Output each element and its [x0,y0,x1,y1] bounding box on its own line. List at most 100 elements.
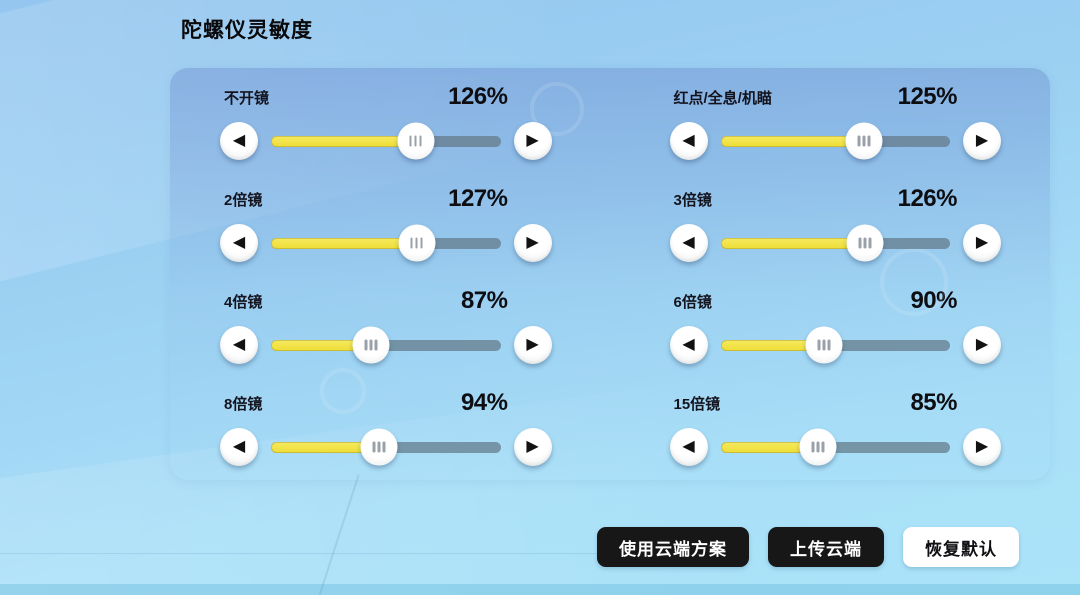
right-arrow-icon: ▶ [975,438,989,455]
decrease-button[interactable]: ◀ [669,224,708,262]
decrease-button[interactable]: ◀ [220,326,258,364]
increase-button[interactable]: ▶ [513,224,552,262]
use-cloud-plan-button[interactable]: 使用云端方案 [597,527,749,567]
slider-thumb[interactable] [397,122,435,160]
decrease-button[interactable]: ◀ [220,122,258,160]
slider-track[interactable] [720,326,950,364]
slider-value: 85% [910,389,957,416]
right-arrow-icon: ▶ [526,234,539,251]
slider-row-4x-scope: 4倍镜 87% ◀ ▶ [220,276,552,378]
slider-label: 红点/全息/机瞄 [673,89,772,107]
left-arrow-icon: ◀ [682,132,695,149]
slider-label: 4倍镜 [224,293,263,311]
slider-value: 87% [460,287,508,314]
left-arrow-icon: ◀ [682,336,695,353]
slider-label: 2倍镜 [224,191,263,209]
slider-row-no-scope: 不开镜 126% ◀ ▶ [220,72,552,174]
slider-fill [720,339,824,351]
right-arrow-icon: ▶ [975,234,989,251]
slider-fill [720,237,866,249]
right-arrow-icon: ▶ [526,132,539,149]
left-arrow-icon: ◀ [232,336,246,353]
slider-value: 94% [460,389,508,416]
slider-track[interactable] [271,428,501,466]
left-arrow-icon: ◀ [232,234,246,251]
slider-column-right: 红点/全息/机瞄 125% ◀ ▶ 3倍镜 126% [669,72,1001,480]
slider-track[interactable] [720,122,950,160]
grip-icon [409,135,422,147]
slider-track[interactable] [271,326,501,364]
grip-icon [857,135,871,147]
decrease-button[interactable]: ◀ [220,224,258,262]
slider-track[interactable] [720,224,950,262]
increase-button[interactable]: ▶ [513,122,552,160]
left-arrow-icon: ◀ [232,438,246,455]
decrease-button[interactable]: ◀ [669,428,708,466]
slider-row-2x-scope: 2倍镜 127% ◀ ▶ [220,174,552,276]
slider-label: 15倍镜 [673,395,721,413]
grip-icon [410,237,423,249]
slider-value: 125% [897,83,958,110]
increase-button[interactable]: ▶ [963,326,1001,364]
slider-row-15x-scope: 15倍镜 85% ◀ ▶ [669,378,1001,480]
slider-fill [720,135,864,147]
increase-button[interactable]: ▶ [513,428,552,466]
sensitivity-panel: 不开镜 126% ◀ ▶ 2倍镜 127% ◀ [170,68,1050,480]
left-arrow-icon: ◀ [232,132,246,149]
right-arrow-icon: ▶ [526,438,539,455]
slider-thumb[interactable] [805,326,843,364]
increase-button[interactable]: ▶ [963,224,1001,262]
page-title: 陀螺仪灵敏度 [181,19,313,42]
grip-icon [811,441,825,453]
increase-button[interactable]: ▶ [963,428,1001,466]
slider-thumb[interactable] [846,224,884,262]
slider-value: 90% [910,287,957,314]
upload-cloud-button[interactable]: 上传云端 [768,527,884,567]
slider-fill [720,441,819,453]
slider-value: 126% [448,83,508,110]
increase-button[interactable]: ▶ [963,122,1001,160]
slider-label: 6倍镜 [673,293,712,311]
slider-track[interactable] [271,224,501,262]
grip-icon [372,441,386,453]
decrease-button[interactable]: ◀ [669,326,708,364]
right-arrow-icon: ▶ [975,132,989,149]
slider-thumb[interactable] [352,326,390,364]
background-decoration [0,584,1080,595]
slider-thumb[interactable] [845,122,883,160]
left-arrow-icon: ◀ [682,438,695,455]
slider-column-left: 不开镜 126% ◀ ▶ 2倍镜 127% ◀ [220,72,552,480]
grip-icon [364,339,378,351]
footer-actions: 使用云端方案 上传云端 恢复默认 [597,527,1019,567]
slider-thumb[interactable] [398,224,436,262]
slider-row-6x-scope: 6倍镜 90% ◀ ▶ [669,276,1001,378]
slider-fill [271,135,416,147]
slider-fill [271,237,417,249]
restore-default-button[interactable]: 恢复默认 [903,527,1019,567]
decrease-button[interactable]: ◀ [669,122,708,160]
slider-label: 8倍镜 [224,395,263,413]
increase-button[interactable]: ▶ [513,326,552,364]
grip-icon [858,237,872,249]
slider-fill [271,339,371,351]
grip-icon [817,339,831,351]
slider-value: 126% [897,185,958,212]
slider-track[interactable] [271,122,501,160]
slider-label: 不开镜 [224,89,270,107]
background-decoration [302,474,360,595]
slider-value: 127% [448,185,508,212]
left-arrow-icon: ◀ [682,234,695,251]
right-arrow-icon: ▶ [526,336,539,353]
slider-row-red-dot-holo-iron: 红点/全息/机瞄 125% ◀ ▶ [669,72,1001,174]
slider-thumb[interactable] [799,428,837,466]
slider-row-8x-scope: 8倍镜 94% ◀ ▶ [220,378,552,480]
right-arrow-icon: ▶ [975,336,989,353]
slider-track[interactable] [720,428,950,466]
background-decoration [0,553,620,554]
slider-thumb[interactable] [360,428,398,466]
slider-label: 3倍镜 [673,191,712,209]
decrease-button[interactable]: ◀ [220,428,258,466]
slider-fill [271,441,379,453]
slider-row-3x-scope: 3倍镜 126% ◀ ▶ [669,174,1001,276]
